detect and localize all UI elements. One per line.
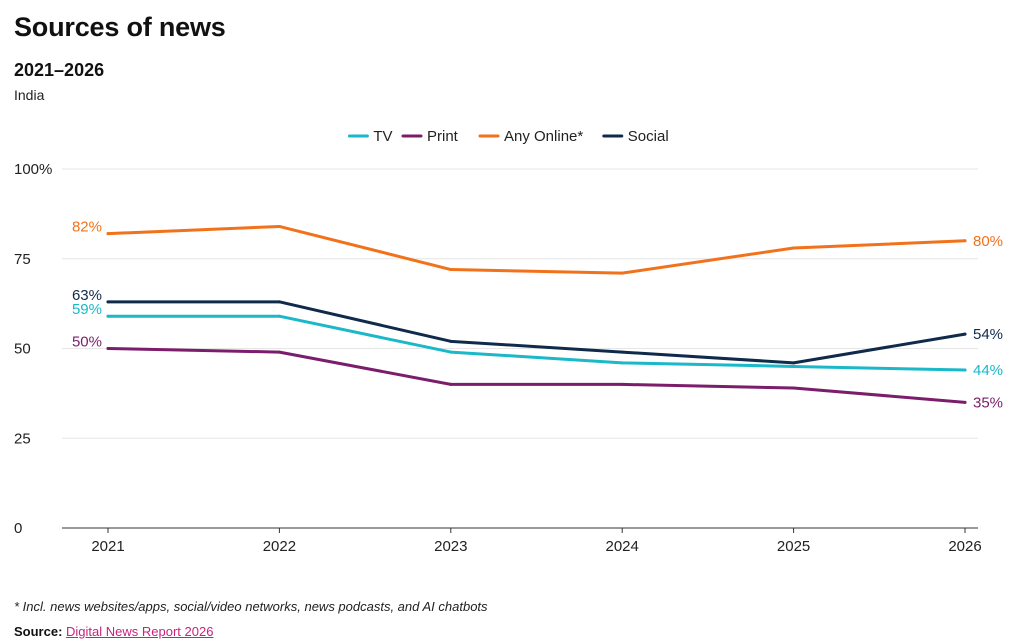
data-point — [792, 246, 796, 250]
data-point — [963, 239, 967, 243]
data-point — [449, 350, 453, 354]
data-point — [620, 271, 624, 275]
end-data-label: 54% — [973, 326, 1003, 343]
legend-label: Social — [628, 128, 669, 145]
x-tick-label: 2022 — [263, 538, 296, 555]
data-point — [792, 361, 796, 365]
series-line — [106, 224, 967, 275]
x-axis: 2021 2022 2023 2024 2025 2026 — [62, 527, 982, 555]
line-chart: TV Print Any Online* Social 0 25 50 75 100% 202… — [14, 128, 1003, 555]
start-data-label: 59% — [72, 301, 102, 318]
data-point — [106, 300, 110, 304]
y-tick-label: 50 — [14, 341, 31, 358]
y-tick-label: 75 — [14, 251, 31, 268]
data-point — [963, 368, 967, 372]
data-point — [963, 332, 967, 336]
data-point — [277, 224, 281, 228]
source-link[interactable]: Digital News Report 2026 — [66, 624, 214, 639]
chart-title: Sources of news — [14, 12, 226, 42]
legend-item: Any Online* — [478, 128, 583, 145]
data-point — [449, 268, 453, 272]
data-point — [106, 347, 110, 350]
y-axis: 0 25 50 75 100% — [14, 161, 52, 537]
data-point — [277, 314, 281, 318]
data-point — [449, 382, 453, 386]
legend-item: Social — [602, 128, 669, 145]
y-tick-label: 0 — [14, 520, 22, 537]
legend-item: Print — [401, 128, 459, 145]
data-point — [449, 339, 453, 343]
data-point — [792, 364, 796, 368]
series-line — [106, 300, 967, 365]
legend-item: TV — [347, 128, 393, 145]
chart-region: India — [14, 87, 45, 103]
data-point — [106, 314, 110, 318]
x-tick-label: 2025 — [777, 538, 810, 555]
end-data-label: 44% — [973, 362, 1003, 379]
chart-series — [106, 224, 967, 404]
data-point — [792, 386, 796, 390]
x-tick-label: 2021 — [91, 538, 124, 555]
data-point — [620, 361, 624, 365]
y-tick-label: 100% — [14, 161, 52, 178]
data-labels: 59% 44% 50% 35% 82% 80% 63% 54% — [72, 219, 1003, 412]
data-point — [620, 350, 624, 354]
series-line — [106, 314, 967, 372]
end-data-label: 80% — [973, 233, 1003, 250]
start-data-label: 82% — [72, 219, 102, 236]
footnote: * Incl. news websites/apps, social/video… — [14, 599, 488, 614]
start-data-label: 50% — [72, 334, 102, 351]
series-line — [106, 347, 967, 404]
legend-label: Any Online* — [504, 128, 583, 145]
data-point — [106, 232, 110, 236]
data-point — [277, 300, 281, 304]
source-line: Source: Digital News Report 2026 — [14, 624, 213, 639]
legend-label: Print — [427, 128, 459, 145]
y-tick-label: 25 — [14, 430, 31, 447]
end-data-label: 35% — [973, 394, 1003, 411]
chart-gridlines — [62, 168, 978, 439]
data-point — [963, 400, 967, 404]
start-data-label: 63% — [72, 287, 102, 304]
data-point — [620, 382, 624, 386]
x-tick-label: 2026 — [948, 538, 981, 555]
x-tick-label: 2024 — [606, 538, 639, 555]
source-label: Source: — [14, 624, 63, 639]
chart-legend: TV Print Any Online* Social — [347, 128, 669, 145]
x-tick-label: 2023 — [434, 538, 467, 555]
legend-label: TV — [373, 128, 392, 145]
data-point — [277, 350, 281, 354]
chart-subtitle: 2021–2026 — [14, 60, 105, 80]
